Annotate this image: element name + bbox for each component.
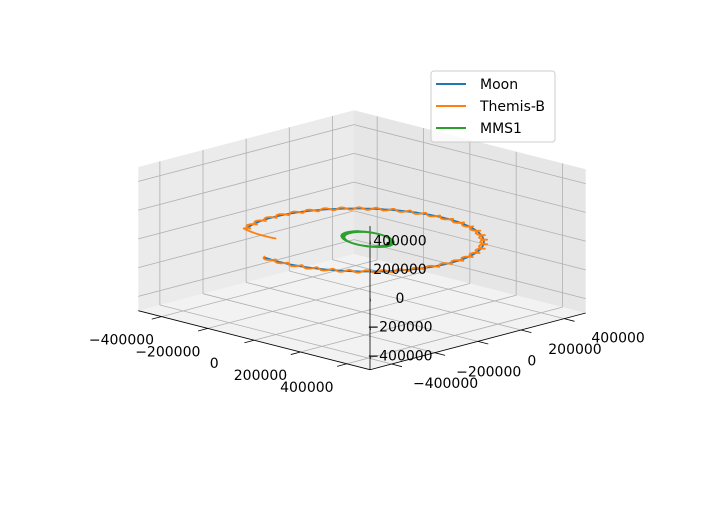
tick-mark xyxy=(564,318,575,322)
series-layer xyxy=(242,206,489,274)
series-line-mms1 xyxy=(340,230,395,248)
tick-mark xyxy=(151,316,162,320)
grid-line xyxy=(138,210,355,268)
grid-line xyxy=(138,124,355,182)
y-tick-label: 400000 xyxy=(591,331,644,347)
tick-mark xyxy=(198,328,208,332)
grid-line xyxy=(138,239,355,297)
z-tick-label: −400000 xyxy=(367,348,432,364)
grid-line xyxy=(138,181,355,240)
tick-mark xyxy=(337,363,347,367)
grid-line xyxy=(246,281,478,342)
grid-line xyxy=(202,293,435,354)
z-tick-label: 200000 xyxy=(373,262,426,278)
tick-mark xyxy=(244,339,255,344)
grid-line xyxy=(159,304,392,365)
grid-line xyxy=(353,124,586,185)
y-tick-label: 0 xyxy=(527,353,536,369)
x-tick-label: −400000 xyxy=(89,333,154,349)
tick-mark xyxy=(477,340,489,345)
legend: Moon Themis-B MMS1 xyxy=(430,70,556,143)
y-tick-label: 200000 xyxy=(548,342,601,358)
grid-line xyxy=(332,259,565,320)
legend-label-mms1: MMS1 xyxy=(480,121,522,137)
x-tick-label: 200000 xyxy=(234,368,287,384)
grid-line xyxy=(353,153,586,213)
tick-mark xyxy=(391,363,403,368)
y-tick-label: −400000 xyxy=(413,376,478,392)
grid-line xyxy=(353,181,586,242)
grid-line xyxy=(353,210,586,271)
legend-label-moon: Moon xyxy=(480,77,518,93)
z-tick-label: 0 xyxy=(396,291,405,307)
grid-line xyxy=(353,239,586,300)
tick-mark xyxy=(520,329,532,334)
x-tick-label: 400000 xyxy=(280,380,333,396)
y-tick-label: −200000 xyxy=(456,365,521,381)
legend-label-themis-b: Themis-B xyxy=(479,99,545,115)
z-tick-label: 400000 xyxy=(373,233,426,249)
series-marker xyxy=(386,242,390,246)
x-tick-label: 0 xyxy=(210,356,219,372)
legend-frame xyxy=(430,70,556,143)
grid-line xyxy=(138,153,355,211)
series-line-themis-b xyxy=(242,206,489,274)
grid-lines xyxy=(138,115,586,365)
tick-mark xyxy=(290,351,301,355)
z-tick-label: −200000 xyxy=(367,320,432,336)
x-tick-label: −200000 xyxy=(135,344,200,360)
grid-line xyxy=(289,270,522,331)
tick-mark xyxy=(434,352,446,356)
